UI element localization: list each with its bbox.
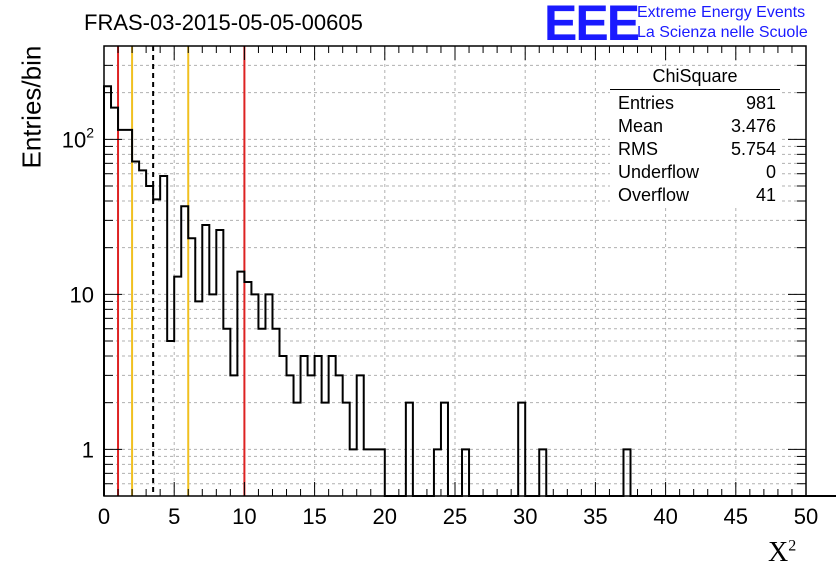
eee-logo: EEE bbox=[544, 0, 640, 51]
histogram-bin bbox=[322, 403, 329, 496]
histogram-bin bbox=[174, 277, 181, 496]
histogram-line bbox=[103, 85, 836, 497]
stats-row-underflow: Underflow 0 bbox=[610, 161, 780, 184]
histogram-bin bbox=[209, 294, 216, 496]
x-tick-label: 5 bbox=[168, 504, 180, 529]
logo-line-1: Extreme Energy Events bbox=[637, 4, 806, 21]
logo-line-2: La Scienza nelle Scuole bbox=[637, 24, 808, 41]
histogram-bin bbox=[308, 375, 315, 496]
histogram-bin bbox=[230, 375, 237, 496]
x-tick-label: 25 bbox=[443, 504, 467, 529]
histogram-bin bbox=[251, 294, 258, 496]
histogram-bin bbox=[343, 403, 350, 496]
stats-value: 5.754 bbox=[730, 139, 776, 159]
histogram-bin bbox=[237, 272, 244, 496]
histogram-bin bbox=[104, 86, 111, 496]
y-tick-label-sup: 2 bbox=[86, 124, 94, 140]
histogram-bin bbox=[223, 329, 230, 496]
histogram-bin bbox=[441, 403, 448, 496]
histogram-bin bbox=[315, 356, 322, 496]
x-tick-label: 45 bbox=[724, 504, 748, 529]
histogram-bin bbox=[406, 403, 413, 496]
x-axis-label-base: X bbox=[768, 537, 789, 568]
histogram-bin bbox=[350, 449, 357, 496]
x-tick-label: 20 bbox=[373, 504, 397, 529]
x-tick-label: 40 bbox=[653, 504, 677, 529]
histogram-bin bbox=[202, 225, 209, 496]
histogram-bin bbox=[336, 375, 343, 496]
histogram-bin bbox=[258, 329, 265, 496]
histogram-bin bbox=[329, 356, 336, 496]
x-tick-label: 10 bbox=[232, 504, 256, 529]
x-tick-label: 0 bbox=[98, 504, 110, 529]
histogram-bin bbox=[378, 449, 385, 496]
histogram-bin bbox=[623, 449, 630, 496]
histogram-bin bbox=[153, 199, 160, 496]
x-tick-label: 15 bbox=[302, 504, 326, 529]
x-axis-label-sup: 2 bbox=[788, 537, 797, 555]
stats-row-mean: Mean 3.476 bbox=[610, 115, 780, 138]
histogram-bin bbox=[160, 176, 167, 496]
histogram-bin bbox=[181, 206, 188, 496]
histogram-bin bbox=[357, 375, 364, 496]
histogram-bin bbox=[146, 186, 153, 496]
stats-label: Underflow bbox=[618, 162, 700, 182]
stats-row-entries: Entries 981 bbox=[610, 92, 780, 115]
x-tick-label: 30 bbox=[513, 504, 537, 529]
histogram-bin bbox=[518, 403, 525, 496]
histogram-bin bbox=[287, 375, 294, 496]
chart-title: FRAS-03-2015-05-05-00605 bbox=[84, 10, 363, 35]
histogram-bin bbox=[132, 161, 139, 496]
histogram-bin bbox=[539, 449, 546, 496]
histogram-bin bbox=[272, 329, 279, 496]
histogram-bin bbox=[244, 282, 251, 496]
stats-value: 0 bbox=[765, 162, 776, 182]
x-tick-label: 50 bbox=[794, 504, 818, 529]
stats-row-overflow: Overflow 41 bbox=[610, 184, 780, 207]
histogram-bin bbox=[195, 301, 202, 496]
stats-value: 3.476 bbox=[730, 116, 776, 136]
stats-label: Entries bbox=[618, 93, 675, 113]
histogram-bin bbox=[434, 449, 441, 496]
y-axis-label: Entries/bin bbox=[16, 45, 47, 169]
histogram-bin bbox=[462, 449, 469, 496]
stats-label: Overflow bbox=[618, 185, 690, 205]
y-tick-label: 1 bbox=[82, 437, 94, 462]
histogram-bin bbox=[118, 130, 125, 496]
histogram-bin bbox=[216, 230, 223, 496]
histogram-bin bbox=[364, 449, 371, 496]
histogram-bin bbox=[371, 449, 378, 496]
histogram-bin bbox=[280, 356, 287, 496]
stats-label: Mean bbox=[618, 116, 664, 136]
histogram-bin bbox=[139, 170, 146, 496]
stats-row-rms: RMS 5.754 bbox=[610, 138, 780, 161]
histogram-bin bbox=[188, 238, 195, 496]
histogram-bin bbox=[265, 294, 272, 496]
y-tick-label: 10 bbox=[70, 282, 94, 307]
stats-box: ChiSquare Entries 981 Mean 3.476 RMS 5.754 … bbox=[610, 66, 780, 207]
stats-value: 981 bbox=[745, 93, 776, 113]
stats-label: RMS bbox=[618, 139, 658, 159]
x-tick-label: 35 bbox=[583, 504, 607, 529]
stats-value: 41 bbox=[755, 185, 776, 205]
histogram-bin bbox=[125, 130, 132, 496]
histogram-bin bbox=[301, 356, 308, 496]
histogram-bin bbox=[167, 341, 174, 496]
y-tick-label: 102 bbox=[62, 124, 94, 152]
stats-title: ChiSquare bbox=[610, 66, 780, 90]
x-axis-label: X2 bbox=[768, 537, 796, 569]
histogram-bin bbox=[294, 403, 301, 496]
